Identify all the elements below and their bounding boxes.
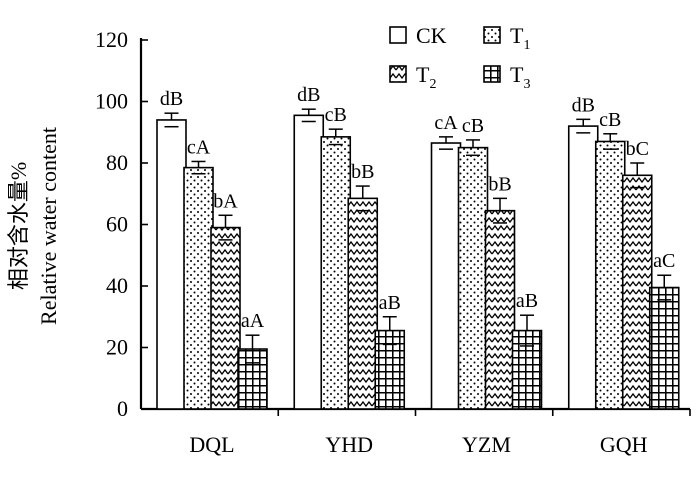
legend-label-4: T3 bbox=[510, 62, 530, 92]
significance-label: dB bbox=[160, 88, 183, 110]
significance-label: bB bbox=[488, 173, 511, 195]
axes: 0 20 40 60 80 100 120 DQL YHD YZM GQH bbox=[95, 27, 691, 457]
significance-label: bB bbox=[351, 161, 374, 183]
y-tick-label: 60 bbox=[106, 212, 128, 237]
significance-label: aA bbox=[241, 310, 265, 332]
legend-label-3: T2 bbox=[416, 62, 436, 92]
legend: CK T1 T2 T3 bbox=[389, 23, 530, 92]
y-tick-label: 120 bbox=[95, 27, 128, 52]
significance-label: cB bbox=[462, 115, 484, 137]
significance-label: aB bbox=[379, 292, 401, 314]
significance-label: bA bbox=[213, 190, 238, 212]
bar-yhd-series-2 bbox=[320, 136, 352, 410]
significance-label: bC bbox=[626, 138, 649, 160]
legend-swatch-4 bbox=[483, 65, 501, 83]
category-label-gqh: GQH bbox=[600, 432, 648, 457]
bar-gqh-series-3 bbox=[621, 174, 653, 410]
bar-gqh-series-4 bbox=[648, 286, 680, 410]
bar-yhd-series-4 bbox=[374, 329, 406, 410]
bar-gqh-series-1 bbox=[567, 125, 599, 410]
significance-label: aB bbox=[516, 290, 538, 312]
significance-label: cA bbox=[187, 136, 211, 158]
bar-dql-series-3 bbox=[210, 226, 241, 410]
bar-gqh-series-2 bbox=[594, 140, 626, 410]
significance-label: cA bbox=[434, 112, 458, 134]
y-tick-label: 20 bbox=[106, 335, 128, 360]
y-tick-label: 100 bbox=[95, 89, 128, 114]
legend-label-2: T1 bbox=[510, 23, 530, 53]
legend-swatch-3 bbox=[389, 65, 407, 83]
bar-dql-series-2 bbox=[183, 166, 214, 410]
bar-yzm-series-4 bbox=[511, 329, 543, 410]
bar-dql-series-4 bbox=[237, 348, 268, 410]
significance-label: dB bbox=[297, 84, 320, 106]
legend-swatch-2 bbox=[483, 26, 501, 44]
bar-yhd-series-1 bbox=[293, 114, 325, 410]
y-tick-label: 80 bbox=[106, 150, 128, 175]
significance-label: aC bbox=[653, 250, 675, 272]
bar-yzm-series-3 bbox=[484, 209, 516, 410]
y-axis-title-cn: 相对含水量% bbox=[6, 162, 31, 290]
bar-yhd-series-3 bbox=[347, 197, 379, 410]
y-tick-label: 40 bbox=[106, 273, 128, 298]
category-label-yzm: YZM bbox=[462, 432, 511, 457]
category-label-yhd: YHD bbox=[325, 432, 373, 457]
significance-label: dB bbox=[572, 94, 595, 116]
bar-yzm-series-2 bbox=[457, 146, 489, 410]
significance-label: cB bbox=[325, 104, 347, 126]
category-label-dql: DQL bbox=[189, 432, 234, 457]
y-tick-label: 0 bbox=[117, 396, 128, 421]
bar-dql-series-1 bbox=[156, 119, 187, 410]
legend-swatch-1 bbox=[389, 26, 407, 44]
legend-label-1: CK bbox=[416, 23, 447, 48]
significance-label: cB bbox=[599, 109, 621, 131]
bar-yzm-series-1 bbox=[430, 142, 462, 410]
y-axis-title-en: Relative water content bbox=[36, 127, 61, 325]
